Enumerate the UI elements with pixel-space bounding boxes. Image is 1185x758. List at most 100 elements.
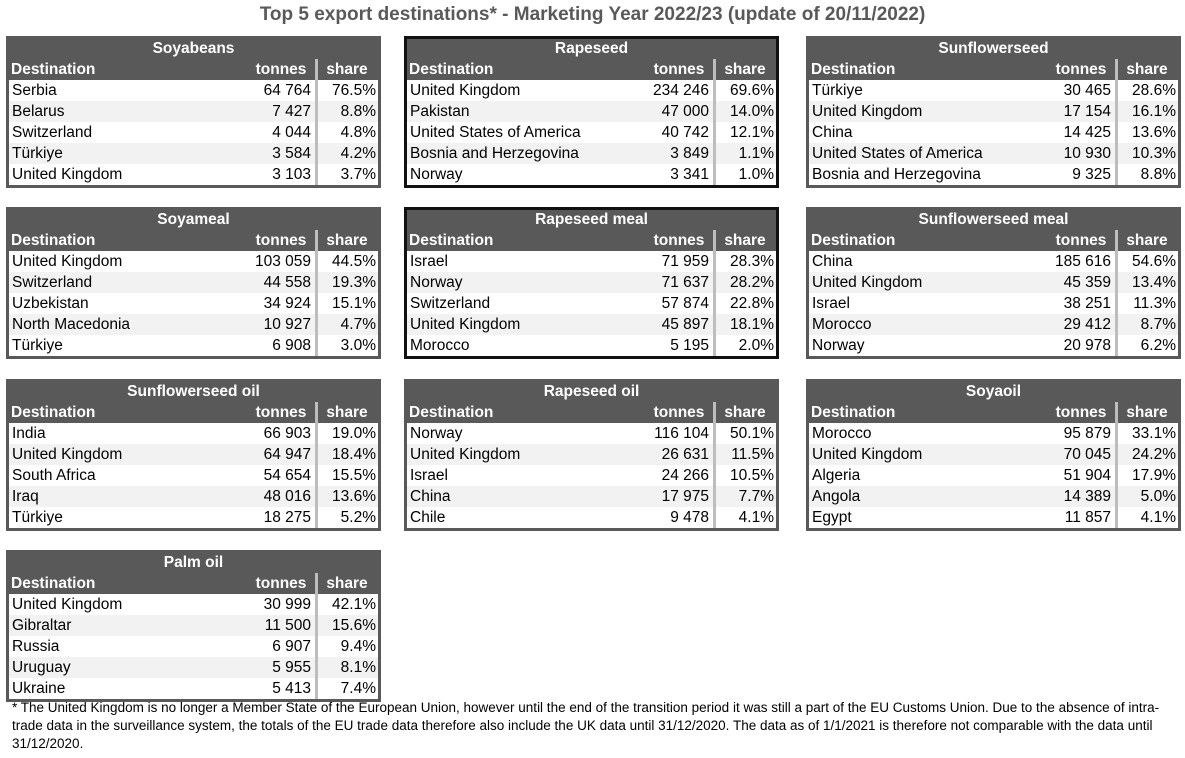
share-cell: 6.2% — [1140, 337, 1176, 354]
table-title: Sunflowerseed oil — [127, 383, 260, 400]
share-cell: 10.3% — [1132, 145, 1176, 162]
destination-cell: United Kingdom — [410, 316, 521, 333]
destination-cell: United Kingdom — [12, 596, 123, 613]
col-destination: Destination — [811, 232, 896, 249]
table-row: Serbia 64 764 76.5% — [9, 80, 378, 101]
table-row: Algeria 51 904 17.9% — [809, 465, 1178, 486]
table-row: Pakistan 47 000 14.0% — [407, 101, 776, 122]
footnote: * The United Kingdom is no longer a Memb… — [12, 700, 1160, 751]
table-row: India 66 903 19.0% — [9, 423, 378, 444]
share-cell: 28.3% — [730, 253, 774, 270]
tonnes-cell: 44 558 — [211, 272, 318, 293]
share-cell: 4.8% — [340, 124, 376, 141]
tonnes-cell: 5 955 — [211, 657, 318, 678]
header-row: Destination tonnes share — [809, 59, 1178, 80]
share-cell: 19.0% — [332, 425, 376, 442]
header-row: Destination tonnes share — [9, 402, 378, 423]
col-tonnes: tonnes — [211, 573, 318, 594]
table-row: China 14 425 13.6% — [809, 122, 1178, 143]
table-row: Norway 3 341 1.0% — [407, 164, 776, 185]
table-row: Israel 71 959 28.3% — [407, 251, 776, 272]
col-destination: Destination — [11, 61, 96, 78]
table-row: United Kingdom 26 631 11.5% — [407, 444, 776, 465]
destination-cell: United Kingdom — [812, 103, 923, 120]
tonnes-cell: 11 857 — [1011, 507, 1118, 528]
table-row: Morocco 5 195 2.0% — [407, 335, 776, 356]
destination-cell: Angola — [812, 488, 861, 505]
col-destination: Destination — [11, 575, 96, 592]
table-row: South Africa 54 654 15.5% — [9, 465, 378, 486]
table-row: Bosnia and Herzegovina 9 325 8.8% — [809, 164, 1178, 185]
tonnes-cell: 7 427 — [211, 101, 318, 122]
destination-cell: United Kingdom — [812, 446, 923, 463]
tonnes-cell: 9 325 — [1011, 164, 1118, 185]
destination-cell: China — [812, 124, 853, 141]
destination-cell: United Kingdom — [812, 274, 923, 291]
table-row: Gibraltar 11 500 15.6% — [9, 615, 378, 636]
tonnes-cell: 64 764 — [211, 80, 318, 101]
share-cell: 19.3% — [332, 274, 376, 291]
table-row: Russia 6 907 9.4% — [9, 636, 378, 657]
tonnes-cell: 45 897 — [609, 314, 716, 335]
tonnes-cell: 66 903 — [211, 423, 318, 444]
table-row: Iraq 48 016 13.6% — [9, 486, 378, 507]
destination-cell: Egypt — [812, 509, 852, 526]
header-row: Destination tonnes share — [407, 230, 776, 251]
tonnes-cell: 48 016 — [211, 486, 318, 507]
tonnes-cell: 54 654 — [211, 465, 318, 486]
share-cell: 9.4% — [340, 638, 376, 655]
destination-cell: United States of America — [812, 145, 983, 162]
destination-cell: Chile — [410, 509, 446, 526]
table-row: Angola 14 389 5.0% — [809, 486, 1178, 507]
share-cell: 1.0% — [738, 166, 774, 183]
destination-cell: Uzbekistan — [12, 295, 89, 312]
tonnes-cell: 47 000 — [609, 101, 716, 122]
share-cell: 1.1% — [738, 145, 774, 162]
table-row: United Kingdom 45 359 13.4% — [809, 272, 1178, 293]
share-cell: 16.1% — [1132, 103, 1176, 120]
tonnes-cell: 57 874 — [609, 293, 716, 314]
destination-cell: China — [410, 488, 451, 505]
destination-cell: Norway — [410, 425, 463, 442]
table-title: Sunflowerseed meal — [918, 211, 1069, 228]
destination-cell: United Kingdom — [410, 446, 521, 463]
table-row: Egypt 11 857 4.1% — [809, 507, 1178, 528]
table-title: Rapeseed oil — [543, 383, 640, 400]
table-rapeseed-meal: Rapeseed meal Destination tonnes share Isra… — [404, 207, 779, 359]
tonnes-cell: 103 059 — [211, 251, 318, 272]
table-row: Türkiye 30 465 28.6% — [809, 80, 1178, 101]
tonnes-cell: 116 104 — [609, 423, 716, 444]
destination-cell: United Kingdom — [410, 82, 521, 99]
col-destination: Destination — [11, 404, 96, 421]
destination-cell: Morocco — [812, 425, 872, 442]
share-cell: 22.8% — [730, 295, 774, 312]
header-row: Destination tonnes share — [9, 59, 378, 80]
tonnes-cell: 24 266 — [609, 465, 716, 486]
share-cell: 8.1% — [340, 659, 376, 676]
share-cell: 4.1% — [1140, 509, 1176, 526]
share-cell: 33.1% — [1132, 425, 1176, 442]
tonnes-cell: 20 978 — [1011, 335, 1118, 356]
header-row: Destination tonnes share — [809, 402, 1178, 423]
table-row: Switzerland 44 558 19.3% — [9, 272, 378, 293]
share-cell: 15.1% — [332, 295, 376, 312]
tonnes-cell: 30 999 — [211, 594, 318, 615]
share-cell: 18.4% — [332, 446, 376, 463]
table-title: Sunflowerseed — [938, 40, 1049, 57]
share-cell: 8.8% — [340, 103, 376, 120]
header-row: Destination tonnes share — [9, 230, 378, 251]
share-cell: 10.5% — [730, 467, 774, 484]
share-cell: 12.1% — [730, 124, 774, 141]
destination-cell: Türkiye — [812, 82, 863, 99]
destination-cell: United Kingdom — [12, 166, 123, 183]
table-row: Norway 116 104 50.1% — [407, 423, 776, 444]
tonnes-cell: 234 246 — [609, 80, 716, 101]
share-cell: 2.0% — [738, 337, 774, 354]
col-share: share — [1126, 61, 1168, 78]
tonnes-cell: 6 907 — [211, 636, 318, 657]
destination-cell: Serbia — [12, 82, 57, 99]
destination-cell: United States of America — [410, 124, 581, 141]
table-palm-oil: Palm oil Destination tonnes share United Ki… — [6, 550, 381, 702]
header-row: Destination tonnes share — [407, 402, 776, 423]
table-row: Uruguay 5 955 8.1% — [9, 657, 378, 678]
